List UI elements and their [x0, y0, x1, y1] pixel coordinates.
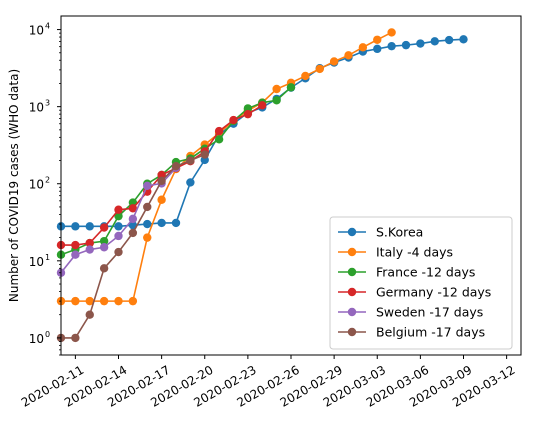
data-point	[71, 240, 80, 250]
data-point	[200, 150, 209, 159]
data-point	[272, 96, 281, 105]
data-point	[401, 40, 411, 50]
data-point	[71, 222, 80, 231]
data-point	[243, 104, 253, 113]
y-tick-exponent: 0	[45, 330, 50, 339]
data-point	[99, 236, 109, 246]
data-point	[344, 51, 353, 60]
data-point	[186, 178, 195, 187]
data-point	[430, 37, 439, 46]
data-point	[71, 296, 80, 306]
series-5	[56, 150, 209, 343]
data-point	[114, 231, 123, 241]
data-point	[171, 218, 181, 228]
data-point	[214, 126, 224, 136]
data-point	[128, 220, 138, 230]
data-point	[143, 181, 152, 191]
data-point	[114, 222, 123, 231]
data-point	[99, 264, 109, 273]
data-point	[416, 39, 425, 48]
data-point	[444, 35, 454, 45]
data-point	[128, 228, 138, 238]
data-point	[157, 176, 166, 186]
data-point	[301, 71, 310, 81]
legend: S.Korea Italy -4 days France -12 days Germa…	[329, 216, 513, 350]
data-point	[114, 296, 123, 306]
data-point	[315, 64, 324, 74]
data-point	[114, 247, 123, 257]
data-point	[171, 161, 181, 171]
data-point	[114, 205, 123, 214]
data-point	[143, 202, 152, 212]
data-point	[186, 156, 195, 165]
data-point	[459, 35, 468, 44]
data-point	[128, 296, 138, 306]
data-point	[329, 57, 339, 66]
y-axis-label: Number of COVID19 cases (WHO data)	[7, 69, 21, 302]
legend-marker	[347, 327, 357, 337]
y-tick-label: 10	[29, 332, 44, 346]
data-point	[85, 310, 94, 319]
y-tick-exponent: 4	[45, 22, 50, 31]
y-tick-label: 10	[29, 24, 44, 38]
y-tick-exponent: 2	[45, 176, 50, 185]
legend-label: Italy -4 days	[376, 245, 453, 260]
data-point	[143, 233, 152, 242]
y-tick-label: 10	[29, 255, 44, 269]
legend-marker	[347, 287, 357, 297]
y-tick-label: 10	[29, 101, 44, 115]
y-tick-exponent: 1	[45, 253, 50, 262]
data-point	[157, 195, 166, 204]
legend-label: France -12 days	[376, 265, 475, 280]
series-4	[56, 163, 181, 277]
legend-box	[329, 216, 513, 350]
series-0	[56, 35, 468, 231]
legend-marker	[347, 267, 357, 277]
data-point	[85, 238, 94, 248]
data-point	[286, 83, 296, 92]
legend-label: Belgium -17 days	[376, 325, 485, 340]
legend-label: Germany -12 days	[376, 285, 491, 300]
data-point	[272, 84, 281, 94]
data-point	[157, 218, 166, 228]
data-point	[243, 109, 253, 119]
data-point	[85, 296, 94, 306]
data-point	[99, 296, 109, 306]
y-tick-label: 10	[29, 178, 44, 192]
legend-label: Sweden -17 days	[376, 305, 483, 320]
data-point	[157, 170, 166, 180]
data-point	[229, 115, 238, 125]
series-layer	[56, 28, 468, 343]
data-point	[85, 245, 94, 254]
data-point	[114, 211, 123, 221]
data-point	[85, 222, 94, 231]
data-point	[358, 43, 368, 52]
data-point	[258, 101, 267, 110]
data-point	[387, 41, 396, 51]
y-tick-exponent: 3	[45, 99, 50, 108]
data-point	[71, 250, 80, 259]
data-point	[143, 219, 152, 229]
data-point	[99, 243, 109, 252]
legend-label: S.Korea	[376, 225, 423, 240]
legend-marker	[347, 307, 357, 317]
axis-layer: 2020-02-112020-02-142020-02-172020-02-20…	[19, 22, 518, 410]
legend-marker	[347, 247, 357, 257]
data-point	[214, 135, 224, 144]
data-point	[128, 214, 138, 224]
series-line	[61, 38, 464, 228]
data-point	[71, 333, 80, 343]
data-point	[373, 35, 382, 44]
data-point	[387, 28, 396, 37]
data-point	[373, 44, 382, 54]
legend-marker	[347, 227, 357, 237]
data-point	[99, 223, 109, 232]
data-point	[128, 204, 138, 213]
